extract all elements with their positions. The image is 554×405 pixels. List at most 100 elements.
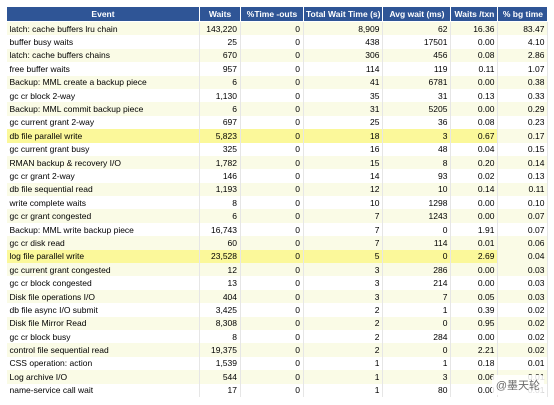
cell-event: Backup: MML commit backup piece <box>6 102 200 116</box>
cell-bg-time: 0.02 <box>497 343 549 357</box>
cell-avg-wait: 0 <box>382 249 452 264</box>
cell-timeouts: 0 <box>240 236 304 250</box>
cell-waits-txn: 0.08 <box>450 48 499 63</box>
cell-total-wait: 7 <box>303 236 384 250</box>
cell-timeouts: 0 <box>240 182 304 197</box>
cell-bg-time: 0.02 <box>497 303 549 317</box>
table-row: gc cr block congested 13 0 3 214 0.00 0.03 <box>6 276 549 290</box>
cell-bg-time: 0.14 <box>497 155 549 170</box>
cell-avg-wait: 36 <box>382 115 452 130</box>
cell-total-wait: 1 <box>303 383 384 397</box>
cell-waits: 143,220 <box>199 21 241 36</box>
cell-event: Backup: MML write backup piece <box>6 222 200 237</box>
cell-waits-txn: 0.02 <box>450 169 499 183</box>
cell-bg-time: 0.10 <box>497 196 549 210</box>
cell-timeouts: 0 <box>240 222 304 237</box>
cell-avg-wait: 7 <box>382 289 452 304</box>
cell-bg-time: 4.10 <box>497 35 549 49</box>
cell-avg-wait: 8 <box>382 155 452 170</box>
table-row: buffer busy waits 25 0 438 17501 0.00 4.10 <box>6 35 549 49</box>
cell-waits-txn: 0.06 <box>450 370 499 384</box>
cell-waits-txn: 0.11 <box>450 62 499 76</box>
col-header-waits-txn: Waits /txn <box>450 6 499 22</box>
cell-timeouts: 0 <box>240 303 304 317</box>
cell-avg-wait: 80 <box>382 383 452 397</box>
cell-waits: 3,425 <box>199 303 241 317</box>
cell-event: gc cr grant 2-way <box>6 169 200 183</box>
cell-waits: 404 <box>199 289 241 304</box>
cell-waits-txn: 2.21 <box>450 343 499 357</box>
cell-total-wait: 7 <box>303 222 384 237</box>
cell-bg-time: 0.03 <box>497 289 549 304</box>
cell-total-wait: 114 <box>303 62 384 76</box>
cell-avg-wait: 1 <box>382 356 452 371</box>
cell-waits: 8,308 <box>199 316 241 330</box>
cell-timeouts: 0 <box>240 88 304 103</box>
cell-timeouts: 0 <box>240 155 304 170</box>
cell-waits-txn: 0.39 <box>450 303 499 317</box>
cell-bg-time: 0.07 <box>497 222 549 237</box>
cell-timeouts: 0 <box>240 316 304 330</box>
col-header-waits: Waits <box>199 6 241 22</box>
cell-bg-time: 0.38 <box>497 75 549 89</box>
cell-total-wait: 3 <box>303 263 384 277</box>
cell-event: Backup: MML create a backup piece <box>6 75 200 89</box>
cell-event: db file sequential read <box>6 182 200 197</box>
table-row: gc current grant congested 12 0 3 286 0.00 0.0… <box>6 263 549 277</box>
cell-waits-txn: 0.00 <box>450 35 499 49</box>
cell-event: buffer busy waits <box>6 35 200 49</box>
cell-bg-time: 0.07 <box>497 209 549 223</box>
cell-timeouts: 0 <box>240 35 304 49</box>
cell-waits: 8 <box>199 329 241 344</box>
cell-waits-txn: 0.14 <box>450 182 499 197</box>
cell-avg-wait: 6781 <box>382 75 452 89</box>
cell-bg-time: 0.01 <box>497 356 549 371</box>
table-row: gc current grant 2-way 697 0 25 36 0.08 0.23 <box>6 115 549 130</box>
table-row: RMAN backup & recovery I/O 1,782 0 15 8 0.20 0… <box>6 155 549 170</box>
cell-waits: 544 <box>199 370 241 384</box>
table-row: free buffer waits 957 0 114 119 0.11 1.07 <box>6 62 549 76</box>
table-row: Backup: MML commit backup piece 6 0 31 5205 0… <box>6 102 549 116</box>
cell-avg-wait: 5205 <box>382 102 452 116</box>
cell-avg-wait: 214 <box>382 276 452 290</box>
cell-avg-wait: 114 <box>382 236 452 250</box>
cell-waits: 12 <box>199 263 241 277</box>
cell-event: gc cr disk read <box>6 236 200 250</box>
cell-waits: 697 <box>199 115 241 130</box>
cell-event: free buffer waits <box>6 62 200 76</box>
cell-timeouts: 0 <box>240 115 304 130</box>
cell-total-wait: 438 <box>303 35 384 49</box>
cell-waits: 957 <box>199 62 241 76</box>
cell-event: gc cr block congested <box>6 276 200 290</box>
cell-waits-txn: 0.00 <box>450 276 499 290</box>
cell-avg-wait: 3 <box>382 129 452 143</box>
cell-event: CSS operation: action <box>6 356 200 371</box>
cell-timeouts: 0 <box>240 196 304 210</box>
table-row: latch: cache buffers chains 670 0 306 456 0.0… <box>6 48 549 63</box>
cell-bg-time: 0.02 <box>497 316 549 330</box>
cell-timeouts: 0 <box>240 209 304 223</box>
cell-event: gc cr block busy <box>6 329 200 344</box>
cell-event: Log archive I/O <box>6 370 200 384</box>
cell-total-wait: 14 <box>303 169 384 183</box>
table-header-row: Event Waits %Time -outs Total Wait Time … <box>6 6 549 22</box>
table-row: Disk file operations I/O 404 0 3 7 0.05 0.03 <box>6 289 549 304</box>
cell-avg-wait: 48 <box>382 142 452 156</box>
cell-waits-txn: 0.13 <box>450 88 499 103</box>
cell-waits-txn: 0.00 <box>450 102 499 116</box>
cell-bg-time: 0.13 <box>497 169 549 183</box>
cell-bg-time: 0.17 <box>497 129 549 143</box>
cell-event: Disk file Mirror Read <box>6 316 200 330</box>
cell-timeouts: 0 <box>240 48 304 63</box>
cell-total-wait: 5 <box>303 249 384 264</box>
cell-avg-wait: 1243 <box>382 209 452 223</box>
cell-timeouts: 0 <box>240 370 304 384</box>
cell-waits: 23,528 <box>199 249 241 264</box>
cell-bg-time: 0.03 <box>497 263 549 277</box>
cell-timeouts: 0 <box>240 129 304 143</box>
cell-total-wait: 10 <box>303 196 384 210</box>
cell-waits-txn: 2.69 <box>450 249 499 264</box>
cell-bg-time: 0.15 <box>497 142 549 156</box>
table-row: gc current grant busy 325 0 16 48 0.04 0.15 <box>6 142 549 156</box>
